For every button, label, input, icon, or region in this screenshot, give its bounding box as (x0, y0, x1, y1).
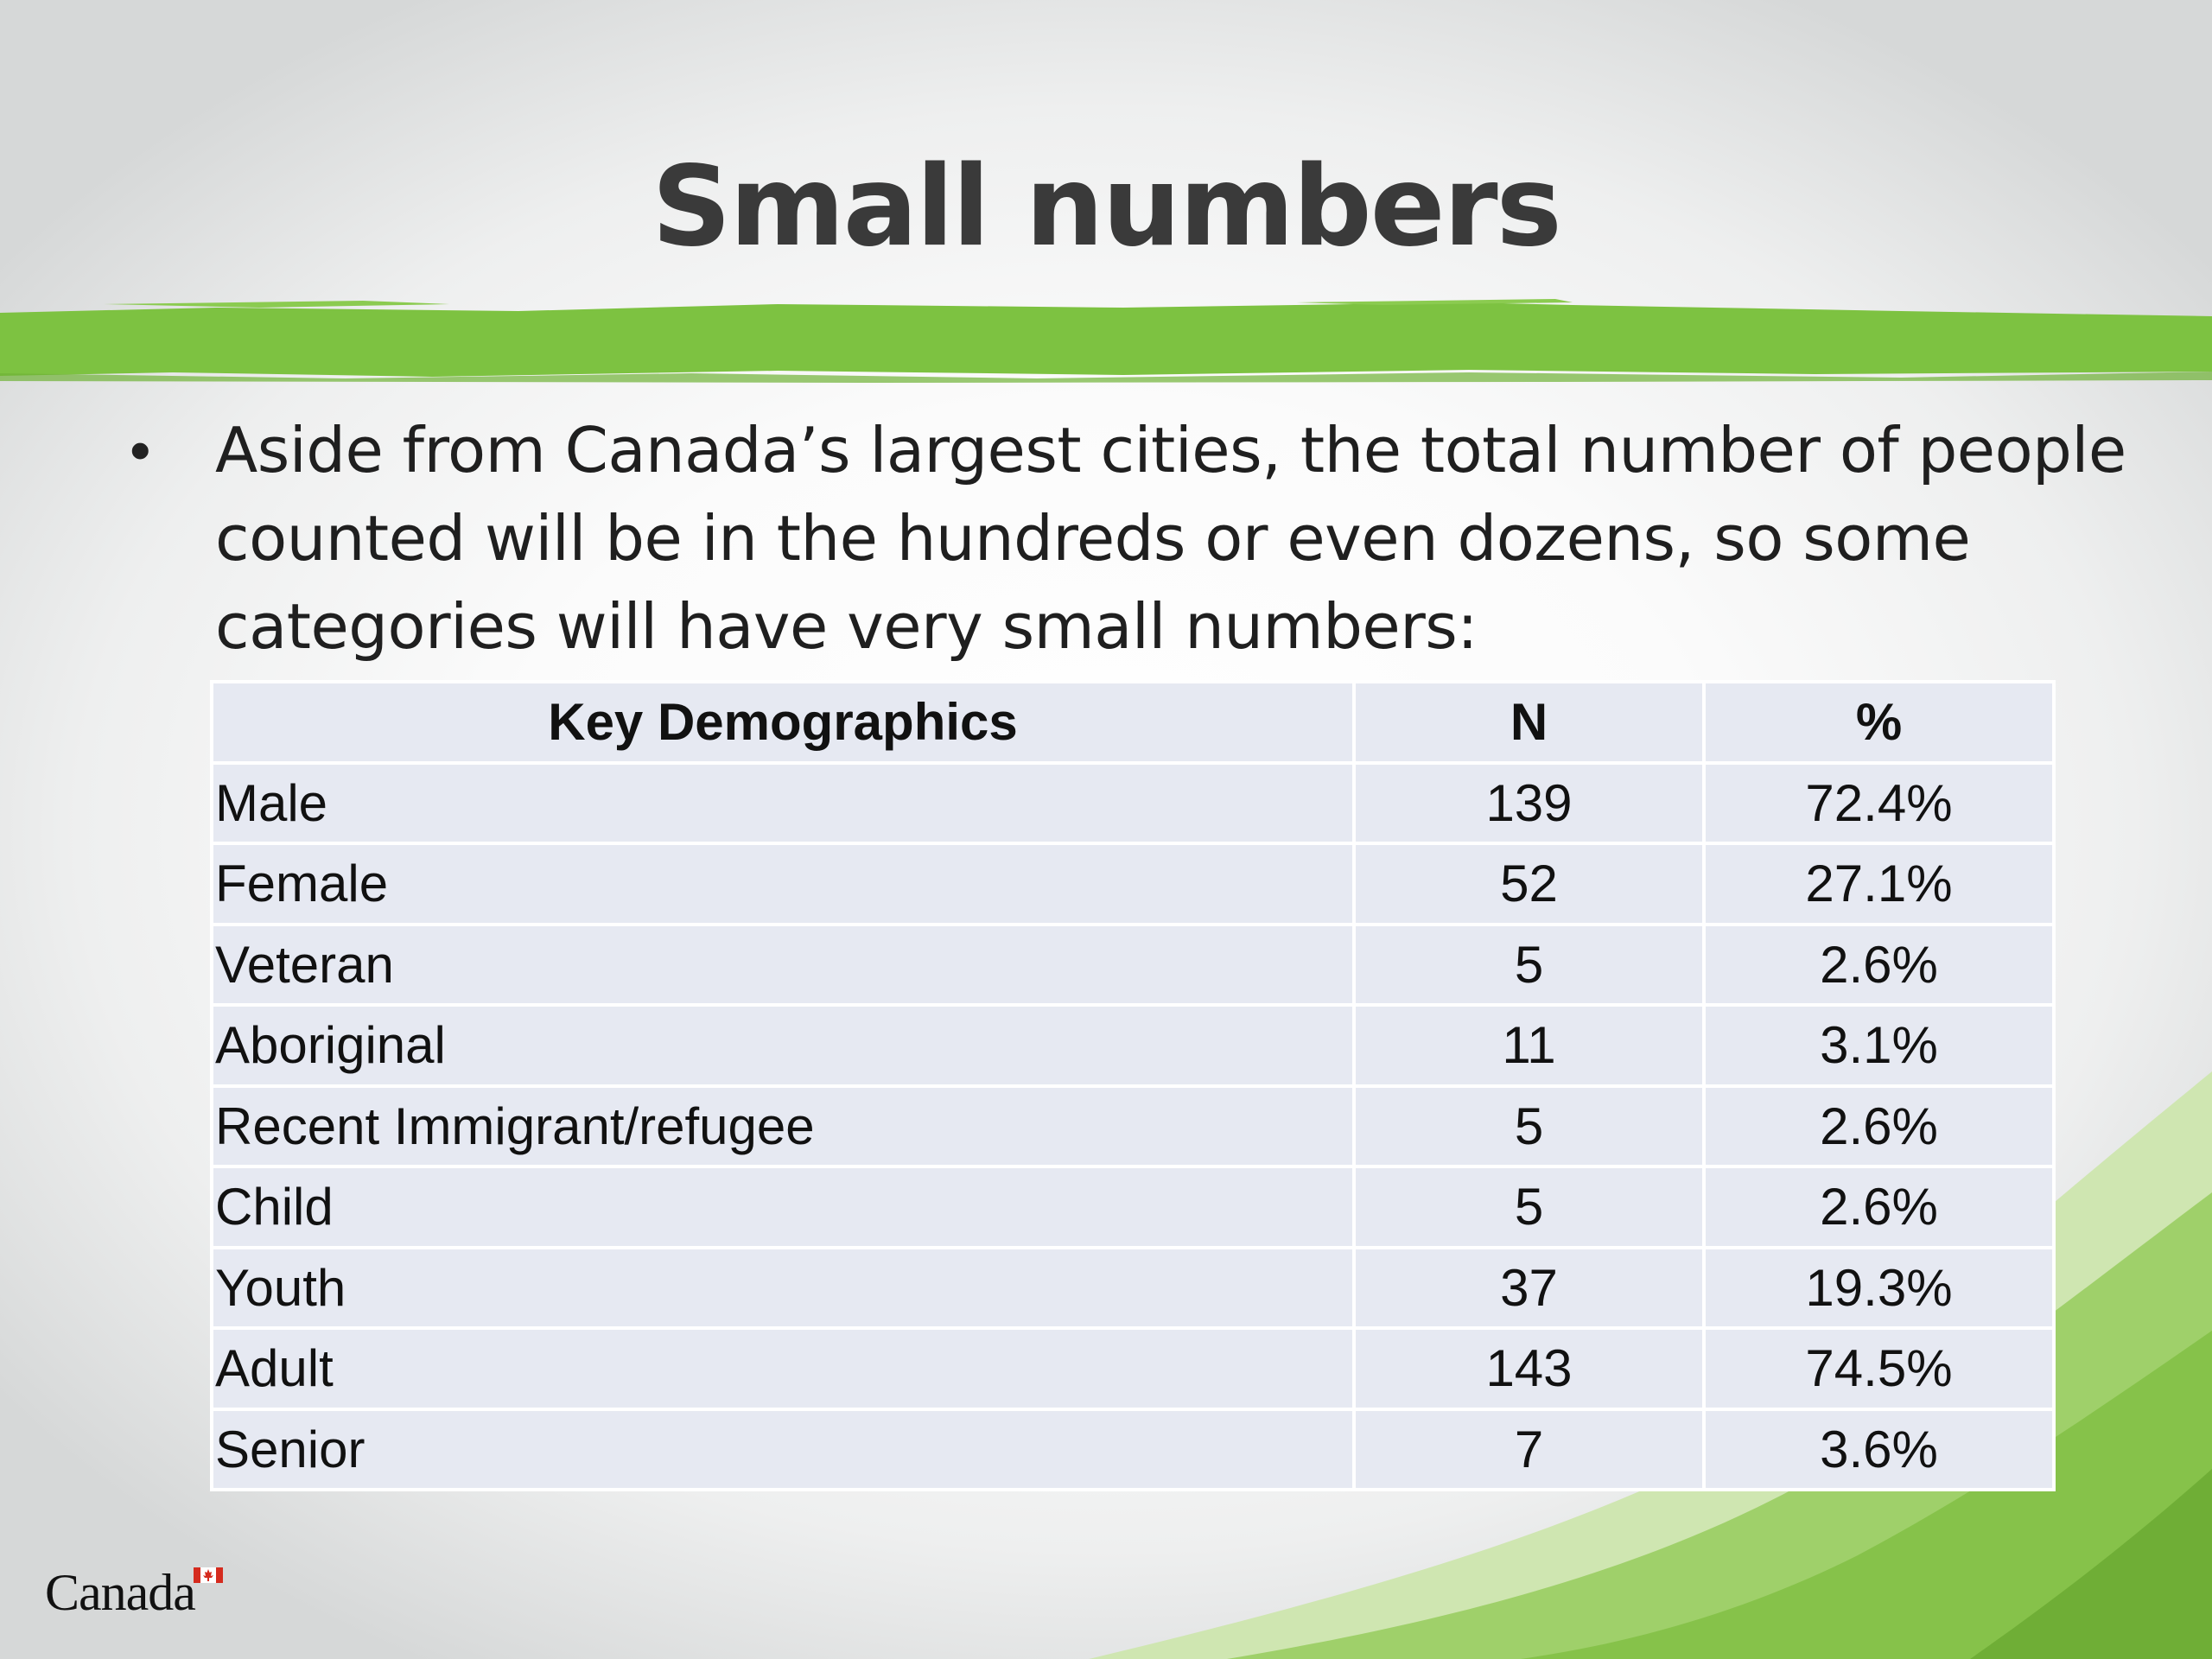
row-percent: 72.4% (1702, 760, 2056, 845)
row-label: Male (210, 760, 1356, 845)
row-percent: 19.3% (1702, 1245, 2056, 1330)
row-percent: 3.6% (1702, 1407, 2056, 1491)
demographics-table: Key Demographics N % Male 139 72.4% Fema… (210, 680, 2056, 1491)
row-n: 5 (1352, 1165, 1706, 1249)
row-n: 11 (1352, 1003, 1706, 1088)
row-n: 37 (1352, 1245, 1706, 1330)
row-label: Senior (210, 1407, 1356, 1491)
table-row: Youth 37 19.3% (210, 1245, 2056, 1330)
green-brush-band (0, 299, 2212, 383)
row-n: 5 (1352, 922, 1706, 1007)
row-n: 143 (1352, 1326, 1706, 1411)
row-n: 5 (1352, 1084, 1706, 1168)
table-row: Aboriginal 11 3.1% (210, 1003, 2056, 1088)
canada-wordmark-logo: Canada (45, 1562, 244, 1623)
row-label: Youth (210, 1245, 1356, 1330)
demographics-table-container: Key Demographics N % Male 139 72.4% Fema… (210, 680, 2056, 1491)
logo-text: Canada (45, 1564, 196, 1621)
table-row: Adult 143 74.5% (210, 1326, 2056, 1411)
green-swoosh (1089, 1071, 2212, 1659)
row-label: Child (210, 1165, 1356, 1249)
row-n: 52 (1352, 842, 1706, 926)
row-percent: 74.5% (1702, 1326, 2056, 1411)
canada-flag-icon (194, 1567, 223, 1583)
bullet-text: Aside from Canada’s largest cities, the … (215, 414, 2126, 663)
row-n: 139 (1352, 760, 1706, 845)
table-row: Recent Immigrant/refugee 5 2.6% (210, 1084, 2056, 1168)
row-label: Aboriginal (210, 1003, 1356, 1088)
header-percent: % (1702, 680, 2056, 765)
header-n: N (1352, 680, 1706, 765)
row-percent: 2.6% (1702, 1084, 2056, 1168)
row-label: Adult (210, 1326, 1356, 1411)
table-header-row: Key Demographics N % (210, 680, 2056, 765)
row-n: 7 (1352, 1407, 1706, 1491)
row-percent: 27.1% (1702, 842, 2056, 926)
row-percent: 2.6% (1702, 1165, 2056, 1249)
header-key-demographics: Key Demographics (210, 680, 1356, 765)
row-percent: 2.6% (1702, 922, 2056, 1007)
slide-title: Small numbers (652, 143, 1562, 271)
bullet-marker-icon: • (130, 416, 151, 484)
table-row: Male 139 72.4% (210, 760, 2056, 845)
table-row: Child 5 2.6% (210, 1165, 2056, 1249)
row-label: Female (210, 842, 1356, 926)
table-row: Veteran 5 2.6% (210, 922, 2056, 1007)
row-percent: 3.1% (1702, 1003, 2056, 1088)
row-label: Veteran (210, 922, 1356, 1007)
row-label: Recent Immigrant/refugee (210, 1084, 1356, 1168)
table-row: Senior 7 3.6% (210, 1407, 2056, 1491)
table-row: Female 52 27.1% (210, 842, 2056, 926)
